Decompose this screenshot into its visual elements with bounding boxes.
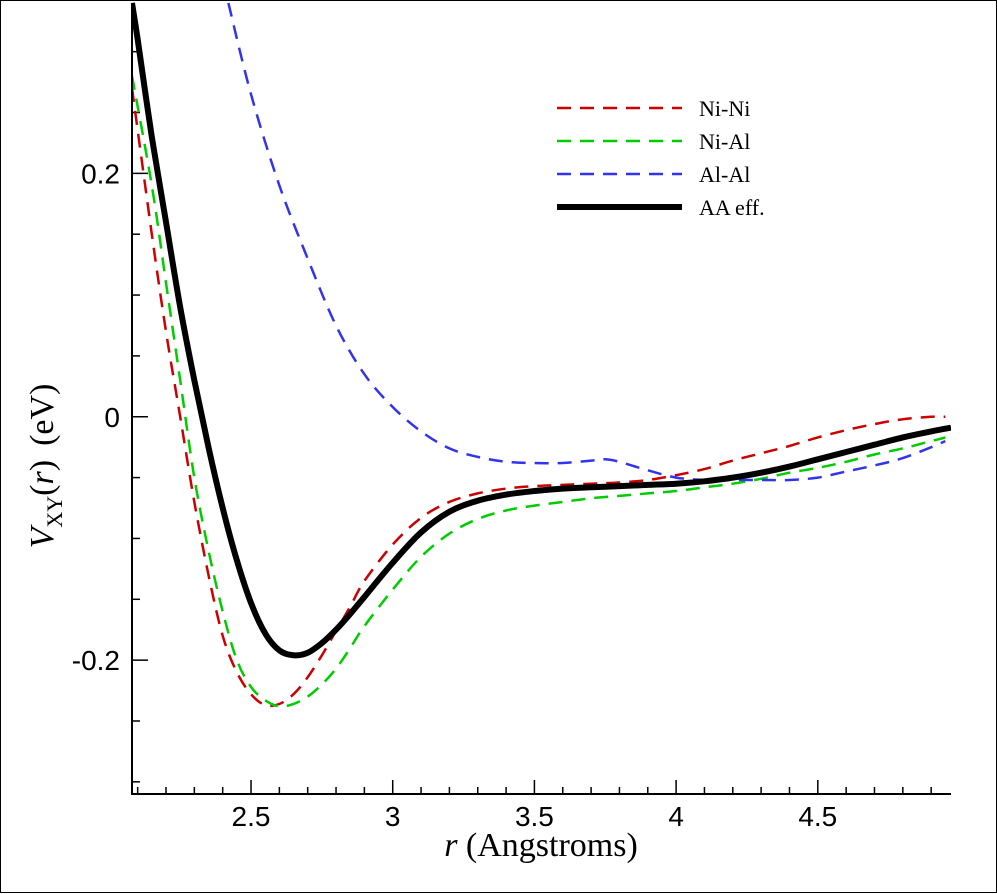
y-axis-unit: (eV)	[24, 384, 61, 446]
x-tick-label: 4.5	[798, 801, 837, 832]
y-axis-title: VXY(r)(eV)	[24, 384, 67, 549]
y-axis-arg: r	[24, 470, 61, 484]
x-axis-title: r (Angstroms)	[444, 827, 638, 864]
legend-label: AA eff.	[699, 195, 765, 220]
tick-labels: 2.5 3 3.5 4 4.5 -0.2 0 0.2	[72, 158, 838, 832]
legend-label: Al-Al	[699, 162, 750, 187]
x-axis-var: r	[444, 827, 458, 864]
x-tick-label: 3	[385, 801, 401, 832]
y-axis-subscript: XY	[42, 496, 67, 528]
y-tick-label: 0	[104, 402, 120, 433]
x-tick-label: 4	[668, 801, 684, 832]
legend: Ni-Ni Ni-Al Al-Al AA eff.	[557, 96, 765, 220]
series-line-ni-al	[131, 75, 946, 708]
tick-marks	[132, 50, 932, 794]
series-line-aa-eff	[131, 2, 951, 659]
legend-label: Ni-Ni	[699, 96, 750, 121]
y-tick-label: -0.2	[72, 645, 120, 676]
x-axis-unit: (Angstroms)	[457, 827, 637, 864]
plot-area	[131, 3, 951, 795]
series-line-al-al	[227, 2, 946, 482]
series-layer	[131, 2, 951, 708]
legend-label: Ni-Al	[699, 129, 750, 154]
x-tick-label: 3.5	[515, 801, 554, 832]
y-axis-close-paren: )	[24, 460, 61, 471]
y-axis-open-paren: (	[24, 484, 61, 495]
x-tick-label: 2.5	[232, 801, 271, 832]
y-tick-label: 0.2	[81, 158, 120, 189]
